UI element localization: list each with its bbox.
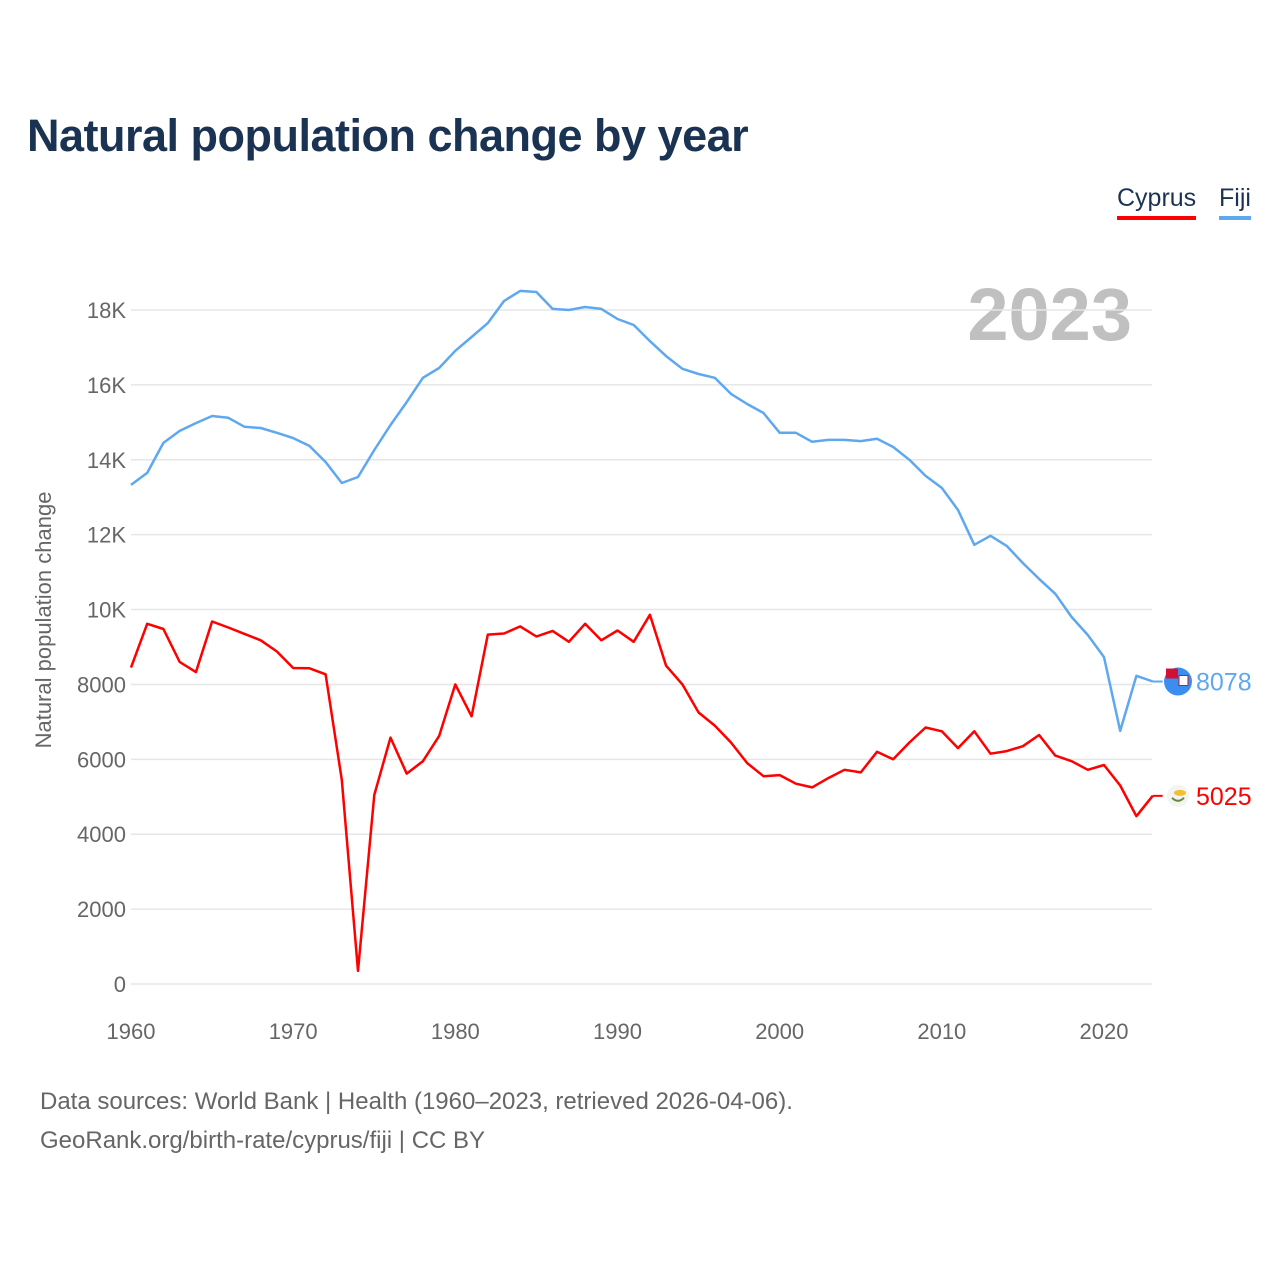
end-value-label-fiji: 8078 (1196, 669, 1252, 697)
legend-item-cyprus[interactable]: Cyprus (1117, 184, 1197, 220)
cyprus-flag-island-icon (1174, 789, 1186, 796)
x-tick-label: 2020 (1080, 1019, 1129, 1044)
y-tick-label: 18K (87, 298, 126, 323)
cyprus-flag-olive-icon (1171, 797, 1185, 802)
y-tick-label: 8000 (77, 672, 126, 697)
cyprus-flag-icon (1167, 784, 1189, 807)
x-tick-label: 2010 (917, 1019, 966, 1044)
x-tick-label: 2000 (755, 1019, 804, 1044)
series-line-cyprus (129, 613, 1154, 973)
y-tick-label: 2000 (77, 897, 126, 922)
y-tick-label: 6000 (77, 747, 126, 772)
x-tick-label: 1970 (269, 1019, 318, 1044)
end-value-label-cyprus: 5025 (1196, 783, 1252, 811)
y-tick-label: 16K (87, 373, 126, 398)
y-tick-label: 14K (87, 448, 126, 473)
footer-credit: GeoRank.org/birth-rate/cyprus/fiji | CC … (40, 1127, 486, 1154)
x-tick-label: 1960 (107, 1019, 156, 1044)
fiji-flag-shield-icon (1178, 675, 1189, 687)
series-line-fiji (130, 289, 1154, 733)
x-tick-label: 1990 (593, 1019, 642, 1044)
legend-item-fiji[interactable]: Fiji (1219, 184, 1251, 220)
year-watermark: 2023 (967, 273, 1132, 356)
y-tick-label: 0 (114, 972, 126, 997)
x-tick-label: 1980 (431, 1019, 480, 1044)
fiji-flag-union-icon (1166, 668, 1178, 679)
y-tick-label: 10K (87, 598, 126, 623)
y-tick-label: 4000 (77, 822, 126, 847)
chart-title: Natural population change by year (27, 110, 749, 161)
y-axis-label: Natural population change (31, 492, 56, 749)
footer-sources: Data sources: World Bank | Health (1960–… (40, 1088, 793, 1115)
y-tick-label: 12K (87, 523, 126, 548)
